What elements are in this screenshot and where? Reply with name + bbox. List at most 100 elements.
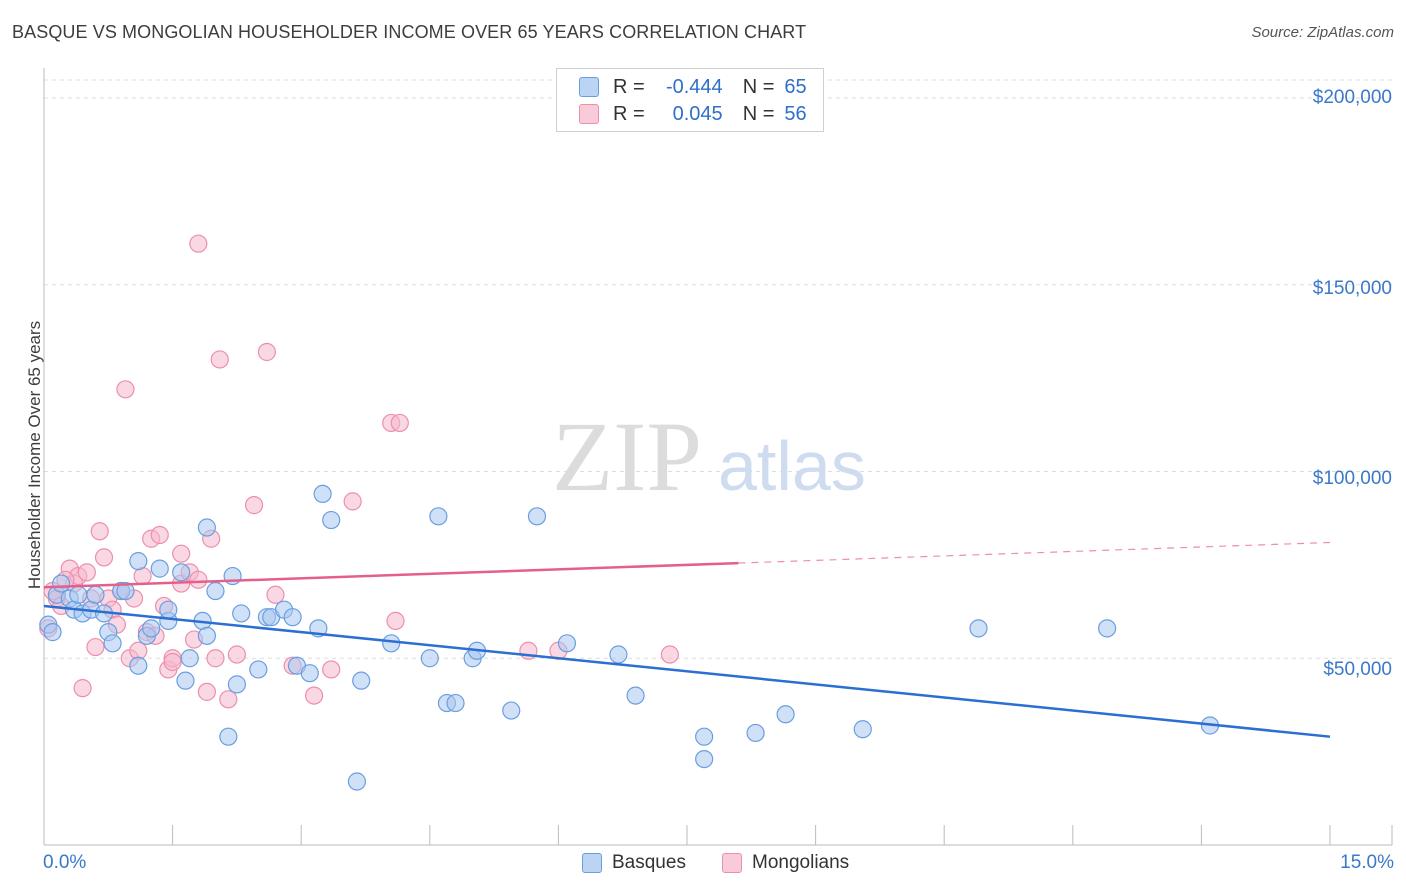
basque-n-label: N = xyxy=(742,75,775,98)
mongolian-point xyxy=(133,566,152,586)
mongolian-point xyxy=(390,413,409,433)
mongolian-point xyxy=(244,496,264,515)
basque-point xyxy=(557,634,577,653)
basque-point xyxy=(776,705,795,724)
mongolian-point xyxy=(322,660,341,679)
mongolian-point xyxy=(197,682,216,701)
mongolian-point xyxy=(116,380,135,399)
basque-point xyxy=(52,574,71,593)
basque-point xyxy=(227,675,246,694)
basque-point xyxy=(69,585,88,604)
basque-point xyxy=(746,723,765,743)
mongolian-swatch xyxy=(579,104,599,124)
y-tick-200k: $200,000 xyxy=(1312,87,1392,108)
basque-r-value: -0.444 xyxy=(665,75,723,98)
mongolians-legend-label: Mongolians xyxy=(752,852,850,873)
basque-point xyxy=(446,693,465,713)
mongolian-point xyxy=(189,570,208,589)
mongolian-n-value: 56 xyxy=(784,102,807,125)
basque-point xyxy=(219,727,238,746)
basque-point xyxy=(249,660,268,679)
y-tick-100k: $100,000 xyxy=(1312,468,1392,489)
basques-legend-swatch xyxy=(582,853,602,873)
legend-item-basques[interactable]: Basques xyxy=(582,852,686,874)
basque-point xyxy=(352,671,371,690)
basque-point xyxy=(347,772,367,791)
mongolian-point xyxy=(219,690,238,709)
watermark-zip: ZIP xyxy=(552,401,702,512)
x-tick-max: 15.0% xyxy=(1340,852,1394,873)
legend-item-mongolians[interactable]: Mongolians xyxy=(722,852,849,874)
mongolian-point xyxy=(90,522,109,541)
gridlines xyxy=(44,79,1392,659)
basque-point xyxy=(150,559,169,578)
basque-point xyxy=(129,552,148,571)
basque-point xyxy=(626,686,645,705)
basque-point xyxy=(159,600,178,619)
basque-point xyxy=(232,604,251,623)
series-legend: Basques Mongolians xyxy=(0,852,1406,878)
mongolian-point xyxy=(343,492,362,511)
basque-point xyxy=(420,649,439,668)
basque-point xyxy=(1097,619,1117,638)
basque-point xyxy=(86,585,105,604)
basque-point xyxy=(197,518,216,537)
basque-point xyxy=(527,507,547,526)
mongolian-trend-dashed xyxy=(738,541,1331,564)
basque-point xyxy=(283,608,302,627)
basque-point xyxy=(116,581,135,601)
basque-point xyxy=(695,727,714,746)
y-tick-50k: $50,000 xyxy=(1323,659,1392,680)
mongolian-point xyxy=(77,563,96,582)
mongolian-point xyxy=(386,611,405,631)
basque-point xyxy=(129,656,148,675)
basque-n-value: 65 xyxy=(784,75,807,98)
x-tick-min: 0.0% xyxy=(43,852,87,873)
basque-point xyxy=(197,626,216,645)
basque-point xyxy=(322,510,341,530)
mongolian-point xyxy=(206,649,225,668)
mongolian-point xyxy=(227,645,246,664)
mongolian-n-label: N = xyxy=(742,102,775,125)
legend-row-basque: R = -0.444 N = 65 xyxy=(579,76,807,98)
mongolian-point xyxy=(660,645,679,664)
basque-point xyxy=(313,484,332,504)
basque-r-label: R = xyxy=(613,75,645,98)
y-tick-150k: $150,000 xyxy=(1312,278,1392,299)
basque-points xyxy=(39,484,1220,791)
basque-point xyxy=(172,563,191,582)
mongolians-legend-swatch xyxy=(722,853,742,873)
basque-point xyxy=(382,634,401,653)
basque-point xyxy=(206,581,225,601)
axes xyxy=(43,68,1393,846)
basque-point xyxy=(300,664,319,683)
mongolian-point xyxy=(150,525,169,545)
mongolian-point xyxy=(257,342,277,362)
mongolian-point xyxy=(266,585,285,604)
legend-row-mongolian: R = 0.045 N = 56 xyxy=(579,103,807,125)
mongolian-r-label: R = xyxy=(613,102,645,125)
mongolian-r-value: 0.045 xyxy=(672,102,723,125)
basque-point xyxy=(43,623,62,642)
mongolian-point xyxy=(73,679,92,698)
basque-point xyxy=(180,649,199,668)
mongolian-trend-solid xyxy=(43,561,739,589)
basque-swatch xyxy=(579,77,599,97)
basque-point xyxy=(609,645,628,664)
mongolian-point xyxy=(304,686,324,705)
basques-legend-label: Basques xyxy=(612,852,686,873)
mongolian-point xyxy=(163,652,182,672)
basque-point xyxy=(695,749,714,769)
mongolian-point xyxy=(189,234,208,253)
mongolian-point xyxy=(94,548,114,567)
watermark-atlas: atlas xyxy=(718,427,866,505)
basque-point xyxy=(429,507,448,526)
basque-point xyxy=(142,619,161,638)
mongolian-point xyxy=(86,637,105,657)
basque-point xyxy=(176,671,195,690)
correlation-legend: R = -0.444 N = 65 R = 0.045 N = 56 xyxy=(556,68,824,132)
basque-point xyxy=(853,720,872,739)
basque-point xyxy=(969,619,988,638)
basque-point xyxy=(103,634,122,653)
